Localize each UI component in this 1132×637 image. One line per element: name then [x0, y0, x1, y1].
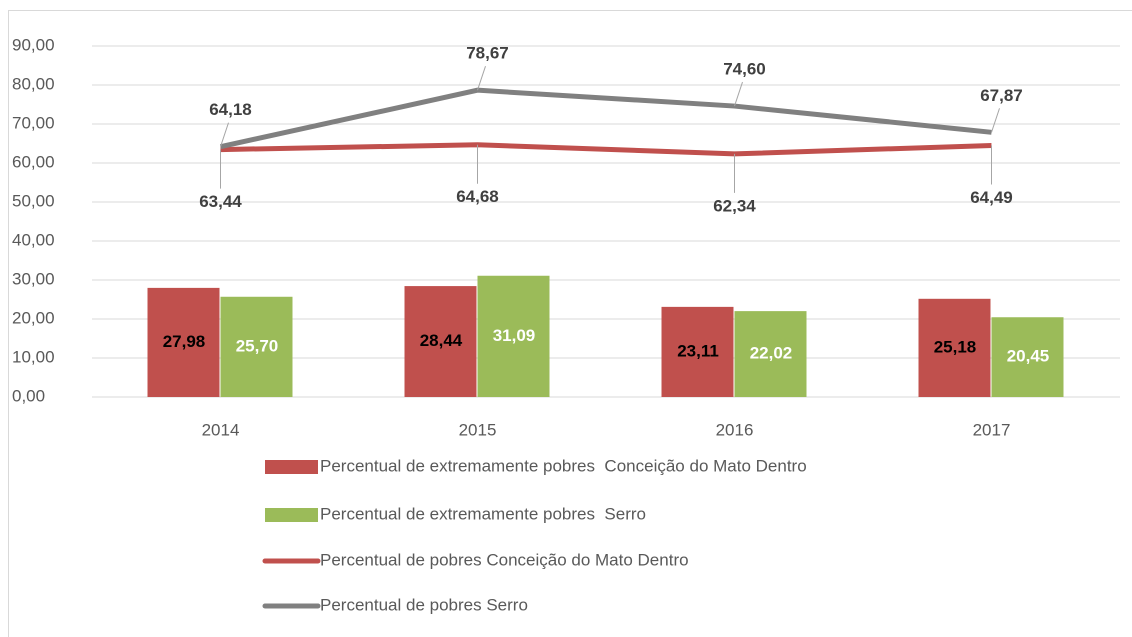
leader-line — [477, 66, 486, 91]
y-tick-label: 50,00 — [12, 191, 55, 210]
legend-label: Percentual de pobres Serro — [320, 595, 528, 614]
data-label: 64,49 — [970, 188, 1013, 207]
data-label: 62,34 — [713, 196, 756, 215]
data-label: 22,02 — [750, 344, 793, 363]
data-label: 23,11 — [677, 341, 719, 360]
line — [220, 142, 992, 157]
data-label: 20,45 — [1007, 347, 1050, 366]
bar — [991, 317, 1064, 397]
y-tick-label: 70,00 — [12, 113, 55, 132]
bar — [661, 306, 734, 397]
y-tick-label: 60,00 — [12, 152, 55, 171]
y-tick-label: 80,00 — [12, 74, 55, 93]
bar — [220, 296, 293, 397]
legend-swatch — [265, 460, 318, 474]
x-tick-label: 2014 — [202, 420, 240, 439]
x-tick-label: 2016 — [716, 420, 754, 439]
bar — [404, 286, 477, 397]
y-tick-label: 0,00 — [12, 386, 45, 405]
data-label: 64,68 — [456, 187, 499, 206]
data-label: 31,09 — [493, 326, 536, 345]
y-tick-label: 30,00 — [12, 269, 55, 288]
data-label: 64,18 — [209, 100, 252, 119]
x-tick-label: 2015 — [459, 420, 497, 439]
data-label: 27,98 — [163, 332, 206, 351]
y-tick-label: 20,00 — [12, 308, 55, 327]
legend-label: Percentual de extremamente pobres Concei… — [320, 456, 807, 475]
legend-label: Percentual de pobres Conceição do Mato D… — [320, 550, 689, 569]
y-tick-label: 10,00 — [12, 347, 55, 366]
leader-line — [734, 81, 743, 107]
bar — [918, 298, 991, 397]
legend-label: Percentual de extremamente pobres Serro — [320, 504, 646, 523]
leader-line — [220, 122, 229, 147]
data-label: 74,60 — [723, 60, 766, 79]
data-label: 25,18 — [934, 337, 977, 356]
bar — [147, 287, 220, 397]
bar — [734, 311, 807, 397]
data-label: 28,44 — [420, 331, 463, 350]
line — [219, 87, 992, 150]
data-label: 25,70 — [236, 336, 279, 355]
y-tick-label: 90,00 — [12, 35, 55, 54]
data-label: 67,87 — [980, 86, 1023, 105]
bar — [477, 275, 550, 397]
legend-swatch — [265, 508, 318, 522]
leader-line — [991, 108, 1000, 133]
x-tick-label: 2017 — [973, 420, 1011, 439]
y-tick-label: 40,00 — [12, 230, 55, 249]
data-label: 63,44 — [199, 192, 242, 211]
chart-border — [8, 10, 1132, 637]
data-label: 78,67 — [466, 44, 509, 63]
